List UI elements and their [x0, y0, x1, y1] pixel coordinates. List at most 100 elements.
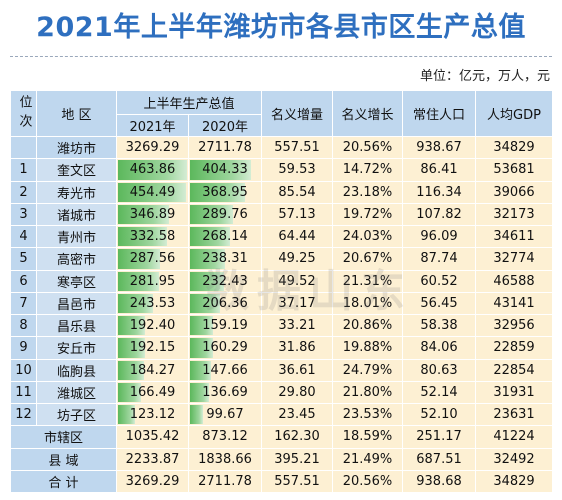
gdp-2021-cell: 192.40 — [116, 313, 189, 338]
table-row: 11 潍城区 166.49 136.69 29.80 21.80% 52.14 31931 — [10, 380, 554, 405]
summary-y2021-cell: 1035.42 — [116, 425, 189, 449]
pop-cell: 84.06 — [402, 336, 477, 360]
pop-cell: 56.45 — [402, 291, 477, 316]
gdp-value: 268.14 — [202, 229, 248, 245]
gdp-value: 192.15 — [129, 340, 176, 356]
per-capita-cell: 31931 — [475, 380, 554, 405]
data-bar — [190, 160, 251, 180]
city-total-increase: 557.51 — [261, 135, 334, 160]
summary-row: 县 域 2233.87 1838.66 395.21 21.49% 687.51 32492 — [10, 447, 554, 471]
gdp-2021-cell: 166.49 — [116, 380, 189, 405]
per-capita-cell: 22859 — [475, 336, 554, 360]
table-row: 6 寒亭区 281.95 232.43 49.52 21.31% 60.52 46588 — [10, 269, 554, 293]
rank-cell: 9 — [10, 336, 37, 360]
data-bar — [118, 405, 135, 425]
gdp-value: 232.43 — [202, 273, 248, 289]
gdp-value: 243.53 — [129, 295, 176, 311]
data-bar — [190, 360, 211, 380]
header-nominal-increase: 名义增量 — [261, 90, 334, 137]
table-row: 2 寿光市 454.49 368.95 85.54 23.18% 116.34 39066 — [10, 180, 554, 204]
per-capita-cell: 32774 — [475, 247, 554, 271]
region-cell: 临朐县 — [36, 358, 117, 382]
gdp-value: 123.12 — [129, 407, 176, 423]
increase-cell: 33.21 — [261, 313, 334, 338]
table-row: 9 安丘市 192.15 160.29 31.86 19.88% 84.06 22859 — [10, 336, 554, 360]
data-bar — [118, 271, 160, 291]
summary-increase-cell: 162.30 — [261, 425, 334, 449]
data-bar — [190, 271, 225, 291]
gdp-2020-cell: 147.66 — [187, 358, 263, 382]
increase-cell: 57.13 — [261, 202, 334, 227]
header-resident-pop: 常住人口 — [402, 90, 477, 137]
city-total-rank — [10, 135, 37, 160]
header-2021: 2021年 — [116, 114, 189, 137]
gdp-2020-cell: 99.67 — [187, 402, 263, 427]
rank-cell: 6 — [10, 269, 37, 293]
gdp-2021-cell: 463.86 — [116, 158, 189, 182]
gdp-2021-cell: 454.49 — [116, 180, 189, 204]
rank-cell: 11 — [10, 380, 37, 405]
gdp-2021-cell: 287.56 — [116, 247, 189, 271]
header-region: 地 区 — [36, 90, 117, 137]
pop-cell: 116.34 — [402, 180, 477, 204]
rank-cell: 10 — [10, 358, 37, 382]
region-cell: 安丘市 — [36, 336, 117, 360]
gdp-2021-cell: 346.89 — [116, 202, 189, 227]
table-row: 10 临朐县 184.27 147.66 36.61 24.79% 80.63 22854 — [10, 358, 554, 382]
region-cell: 昌乐县 — [36, 313, 117, 338]
summary-pop-cell: 251.17 — [402, 425, 477, 449]
increase-cell: 23.45 — [261, 402, 334, 427]
data-bar — [118, 316, 146, 336]
summary-y2020-cell: 2711.78 — [187, 469, 263, 494]
gdp-2020-cell: 368.95 — [187, 180, 263, 204]
gdp-2020-cell: 160.29 — [187, 336, 263, 360]
gdp-value: 289.76 — [202, 206, 248, 222]
rank-cell: 12 — [10, 402, 37, 427]
data-bar — [190, 382, 210, 402]
summary-y2020-cell: 1838.66 — [187, 447, 263, 471]
gdp-value: 206.36 — [202, 295, 248, 311]
gdp-value: 192.40 — [129, 318, 176, 334]
per-capita-cell: 32956 — [475, 313, 554, 338]
data-bar — [118, 249, 160, 269]
region-cell: 奎文区 — [36, 158, 117, 182]
growth-cell: 23.18% — [332, 180, 404, 204]
gdp-value: 166.49 — [129, 384, 176, 400]
region-cell: 青州市 — [36, 224, 117, 249]
gdp-2020-cell: 136.69 — [187, 380, 263, 405]
gdp-value: 287.56 — [129, 251, 176, 267]
increase-cell: 49.25 — [261, 247, 334, 271]
summary-growth-cell: 20.56% — [332, 469, 404, 494]
data-bar — [118, 360, 145, 380]
gdp-2020-cell: 404.33 — [187, 158, 263, 182]
increase-cell: 31.86 — [261, 336, 334, 360]
gdp-value: 346.89 — [129, 206, 176, 222]
per-capita-cell: 22854 — [475, 358, 554, 382]
rank-cell: 1 — [10, 158, 37, 182]
city-total-growth: 20.56% — [332, 135, 404, 160]
summary-y2020-cell: 873.12 — [187, 425, 263, 449]
rank-cell: 5 — [10, 247, 37, 271]
gdp-2020-cell: 289.76 — [187, 202, 263, 227]
gdp-value: 404.33 — [202, 162, 248, 178]
gdp-value: 454.49 — [129, 184, 176, 200]
title-divider — [10, 56, 552, 57]
gdp-2020-cell: 159.19 — [187, 313, 263, 338]
gdp-value: 238.31 — [202, 251, 248, 267]
gdp-value: 159.19 — [202, 318, 248, 334]
per-capita-cell: 32173 — [475, 202, 554, 227]
pop-cell: 52.14 — [402, 380, 477, 405]
pop-cell: 107.82 — [402, 202, 477, 227]
data-bar — [190, 316, 213, 336]
per-capita-cell: 34611 — [475, 224, 554, 249]
summary-row: 市辖区 1035.42 873.12 162.30 18.59% 251.17 41224 — [10, 425, 554, 449]
rank-cell: 4 — [10, 224, 37, 249]
summary-y2021-cell: 2233.87 — [116, 447, 189, 471]
header-2020: 2020年 — [187, 114, 263, 137]
data-bar — [118, 293, 154, 313]
city-total-row: 潍坊市 3269.29 2711.78 557.51 20.56% 938.67… — [10, 135, 554, 160]
summary-per-capita-cell: 32492 — [475, 447, 554, 471]
city-total-per-capita: 34829 — [475, 135, 554, 160]
table-row: 7 昌邑市 243.53 206.36 37.17 18.01% 56.45 43141 — [10, 291, 554, 316]
increase-cell: 37.17 — [261, 291, 334, 316]
